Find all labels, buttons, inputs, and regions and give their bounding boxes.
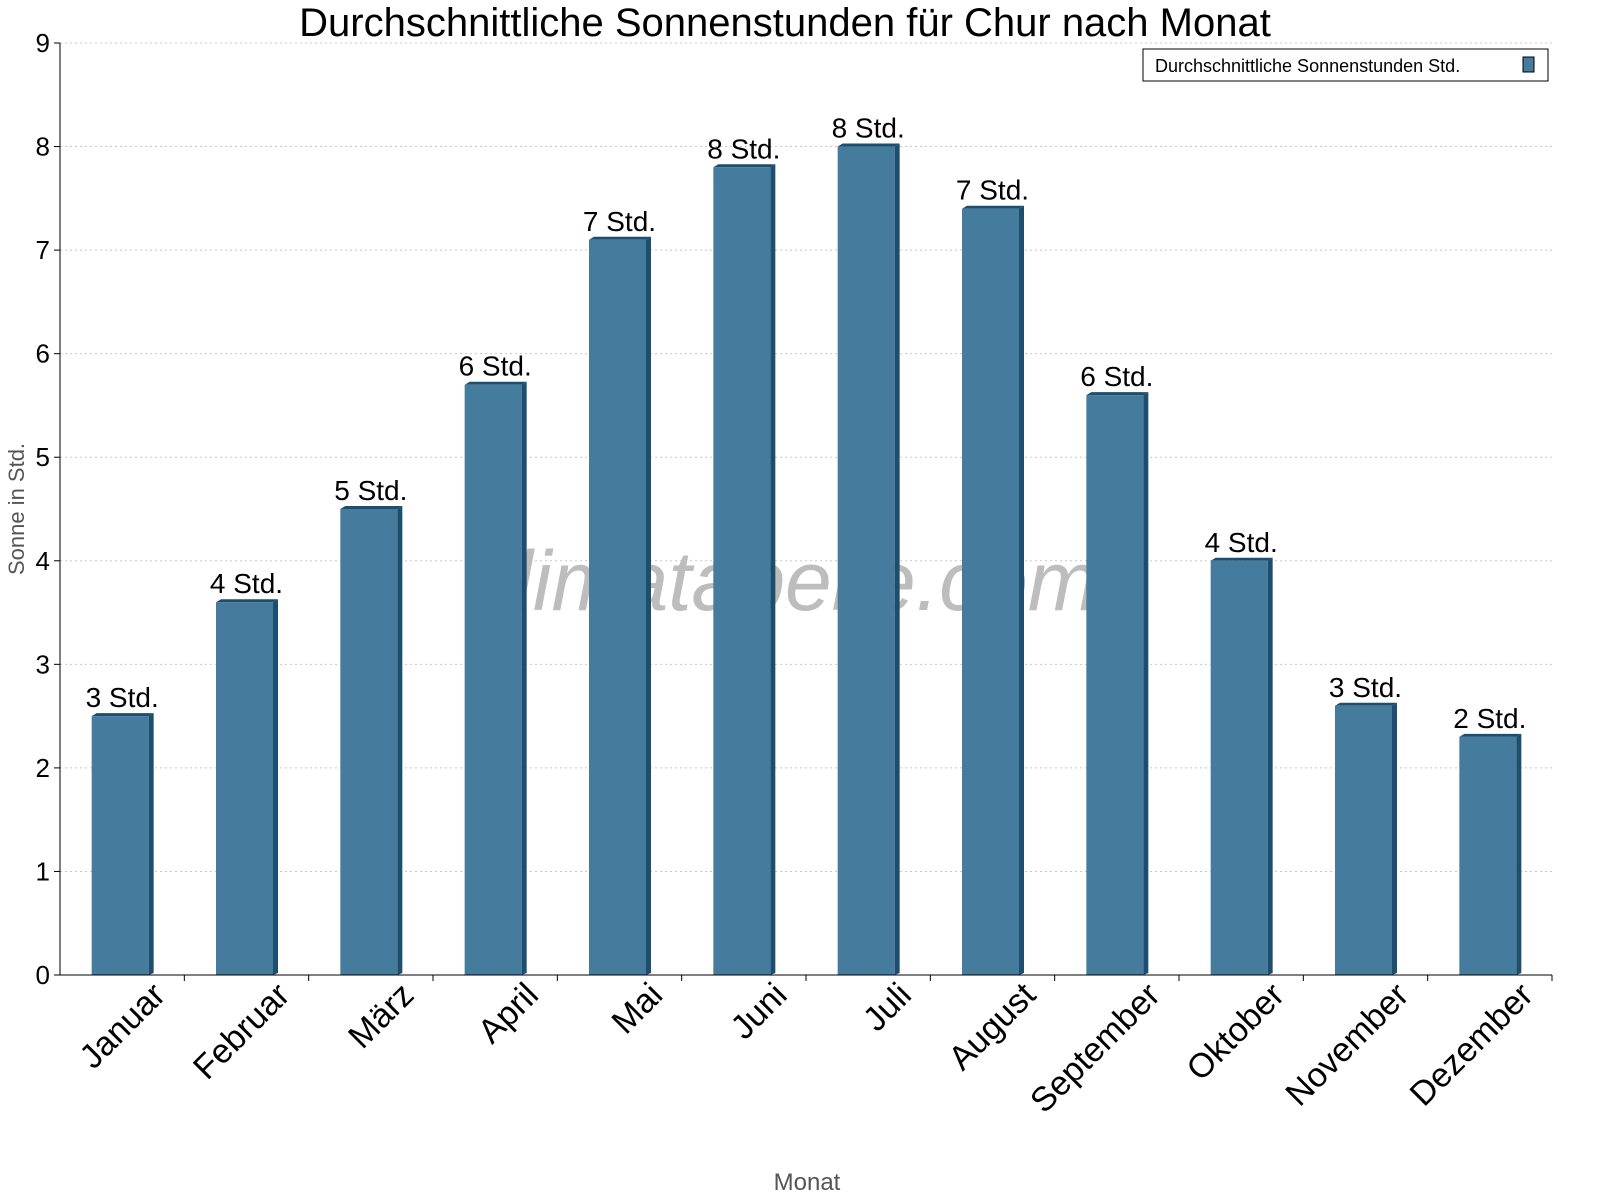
data-label: 8 Std.: [707, 133, 780, 164]
bar-top: [962, 205, 1024, 209]
bar: [589, 239, 646, 975]
bar-top: [713, 164, 776, 168]
bar-top: [91, 713, 154, 717]
x-tick-label: Dezember: [1403, 976, 1541, 1114]
bar: [962, 208, 1019, 975]
y-tick-label: 5: [36, 442, 50, 472]
data-label: 2 Std.: [1453, 703, 1526, 734]
bar-februar: 4 Std.: [210, 568, 283, 975]
bar-side: [1516, 733, 1522, 975]
legend-label: Durchschnittliche Sonnenstunden Std.: [1155, 56, 1460, 76]
bar-september: 6 Std.: [1080, 361, 1153, 976]
bar-dezember: 2 Std.: [1453, 703, 1526, 975]
legend-box: [1142, 48, 1549, 82]
bar-top: [216, 599, 278, 603]
bar-top: [1459, 733, 1522, 737]
bar: [713, 167, 771, 975]
y-tick-label: 4: [36, 546, 50, 576]
bars: 3 Std. 4 Std. 5 Std. 6 Std. 7 Std. 8 Std. 8 St…: [86, 113, 1526, 976]
x-tick-label: November: [1278, 976, 1416, 1114]
bar-juli: 8 Std.: [832, 113, 905, 976]
data-label: 7 Std.: [583, 206, 656, 237]
bar: [1210, 560, 1268, 975]
bar-side: [770, 164, 776, 975]
data-label: 6 Std.: [1080, 361, 1153, 392]
bar: [1086, 395, 1144, 976]
data-label: 4 Std.: [210, 568, 283, 599]
bar-top: [340, 506, 403, 509]
x-tick-label: September: [1023, 976, 1167, 1120]
data-label: 5 Std.: [334, 475, 407, 506]
bar-juni: 8 Std.: [707, 133, 780, 975]
y-tick-label: 9: [36, 28, 50, 58]
bar-side: [1392, 702, 1397, 975]
bar-oktober: 4 Std.: [1205, 527, 1278, 975]
bar-side: [894, 143, 900, 976]
bar-side: [148, 713, 154, 975]
bar-side: [1019, 205, 1024, 975]
y-tick-label: 6: [36, 339, 50, 369]
y-tick-label: 0: [36, 960, 50, 990]
bar: [464, 384, 522, 975]
y-tick-label: 2: [36, 753, 50, 783]
legend-swatch: [1522, 56, 1535, 73]
data-label: 7 Std.: [956, 175, 1029, 206]
bar-top: [1335, 702, 1397, 706]
data-label: 3 Std.: [1329, 672, 1402, 703]
bar-side: [397, 506, 403, 975]
bar-side: [1267, 557, 1273, 975]
bar-side: [1143, 392, 1149, 976]
x-axis-label: Monat: [774, 1169, 841, 1196]
x-tick-label: Juli: [856, 976, 919, 1039]
grid-lines: [60, 42, 1552, 872]
chart-title: Durchschnittliche Sonnenstunden für Chur…: [299, 1, 1271, 45]
bar: [340, 509, 398, 975]
bar-august: 7 Std.: [956, 175, 1029, 975]
bar-top: [837, 143, 900, 147]
bar: [91, 716, 149, 975]
y-tick-label: 3: [36, 649, 50, 679]
x-tick-label: Februar: [186, 976, 297, 1087]
bar: [216, 602, 273, 975]
x-tick-label: März: [341, 976, 421, 1056]
bar-januar: 3 Std.: [86, 682, 159, 975]
bar-april: 6 Std.: [459, 351, 532, 975]
data-label: 4 Std.: [1205, 527, 1278, 558]
y-tick-label: 8: [36, 132, 50, 162]
y-axis-label: Sonne in Std.: [4, 443, 29, 575]
x-tick-label: Juni: [724, 976, 795, 1047]
data-label: 6 Std.: [459, 351, 532, 382]
bar-side: [521, 381, 527, 975]
bar-top: [1210, 557, 1273, 561]
x-tick-label: Mai: [605, 976, 671, 1042]
data-label: 3 Std.: [86, 682, 159, 713]
bar-top: [1086, 392, 1149, 396]
bar-side: [646, 236, 651, 975]
data-label: 8 Std.: [832, 113, 905, 144]
bar-side: [273, 599, 278, 975]
x-tick-label: August: [941, 975, 1043, 1077]
bar-top: [464, 381, 527, 385]
bar: [1335, 705, 1392, 975]
bar-märz: 5 Std.: [334, 475, 407, 975]
x-tick-label: Januar: [72, 976, 172, 1076]
y-tick-label: 1: [36, 856, 50, 886]
bar: [837, 146, 895, 976]
x-tick-label: April: [471, 976, 546, 1051]
y-tick-label: 7: [36, 235, 50, 265]
legend: Durchschnittliche Sonnenstunden Std.: [1142, 48, 1549, 82]
bar-top: [589, 236, 651, 240]
bar: [1459, 736, 1517, 975]
x-tick-label: Oktober: [1179, 976, 1291, 1088]
bar-mai: 7 Std.: [583, 206, 656, 975]
bar-november: 3 Std.: [1329, 672, 1402, 975]
